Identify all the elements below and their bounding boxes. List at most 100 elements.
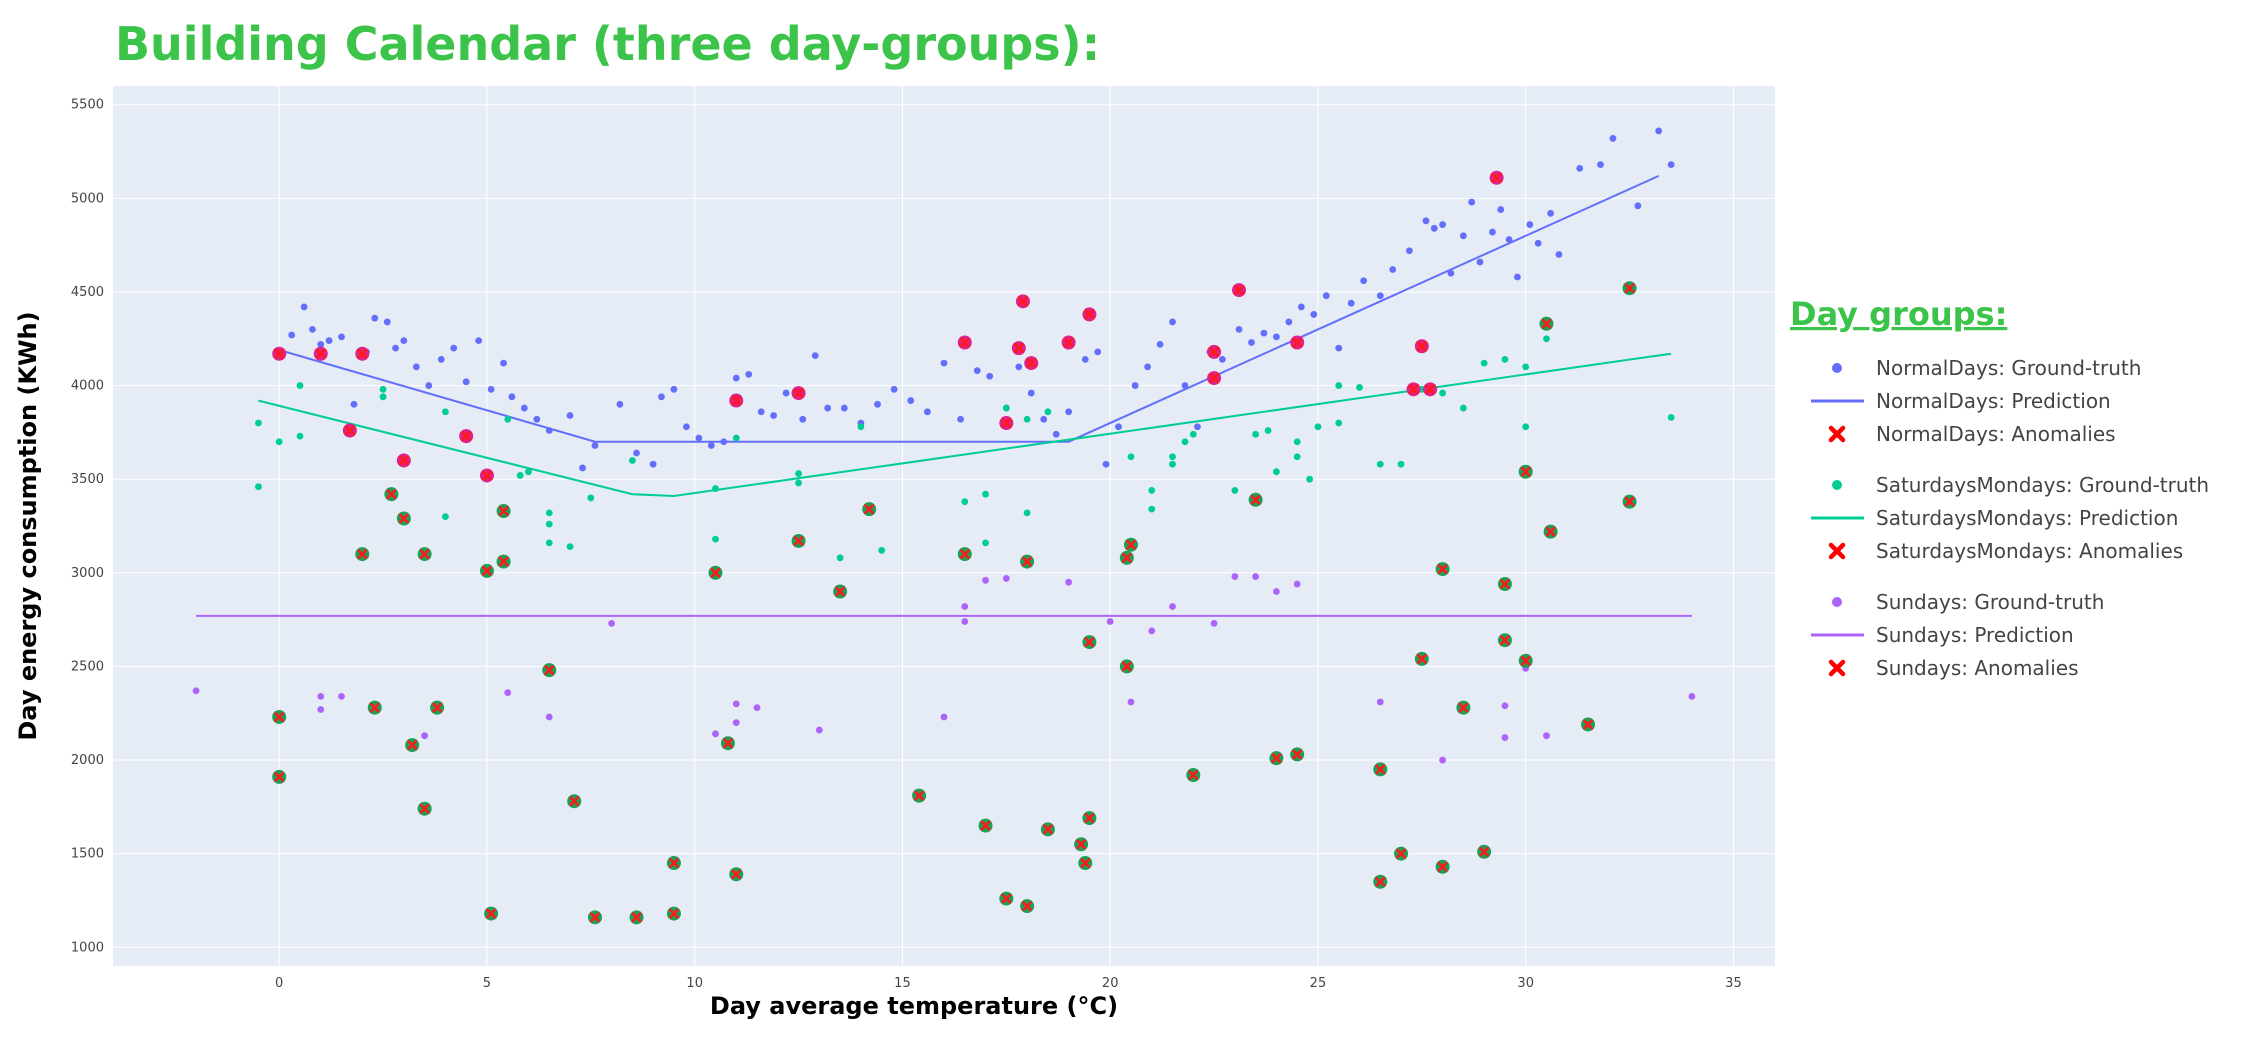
data-point [1052,430,1060,438]
anomaly-marker [1497,633,1512,648]
anomaly-marker [999,416,1014,431]
data-point [982,539,989,547]
x-tick-label: 30 [1517,976,1534,991]
prediction-line [278,174,1660,443]
data-point [1231,573,1239,580]
data-point [982,576,989,584]
anomaly-cross [1500,635,1510,646]
data-point [1169,460,1176,468]
anomaly-marker [708,565,723,580]
data-point [338,333,345,341]
data-point [475,337,483,345]
anomaly-marker [459,429,474,444]
data-point [1322,292,1330,300]
anomaly-cross [1545,526,1556,537]
anomaly-cross [1126,539,1136,550]
anomaly-marker [313,346,328,361]
data-point [757,408,765,416]
data-point [961,618,969,625]
data-point [961,603,969,610]
anomaly-marker [567,794,582,809]
anomaly-cross [1042,824,1053,835]
data-point [1218,355,1226,363]
anomaly-marker [587,910,602,925]
anomaly-cross [1001,893,1012,904]
anomaly-marker [1082,307,1097,322]
anomaly-cross [274,712,285,722]
anomaly-marker [484,906,499,921]
data-point [1194,423,1201,431]
data-points [192,127,1696,925]
data-point [1015,363,1023,371]
data-point [296,432,304,440]
anomaly-marker [1290,747,1305,762]
data-point [504,689,512,697]
anomaly-cross [1624,496,1635,507]
y-axis-title: Day energy consumption (KWh) [14,311,42,740]
anomaly-marker [496,504,511,519]
legend-item: NormalDays: Anomalies [1828,422,2116,446]
data-point [1285,318,1293,326]
anomaly-cross [357,549,368,559]
data-point [462,378,470,386]
data-point [1547,209,1555,217]
anomaly-cross [1018,296,1028,307]
prediction-lines [196,174,1692,617]
anomaly-cross [344,425,355,436]
data-point [707,442,715,449]
anomaly-cross [1063,337,1074,348]
anomaly-marker [978,818,993,833]
data-point [1148,505,1156,513]
data-point [1273,588,1280,595]
anomaly-marker [384,487,399,502]
data-point [317,706,325,713]
data-point [1505,236,1513,243]
anomaly-marker [1456,700,1471,715]
legend-label: NormalDays: Prediction [1876,389,2111,413]
anomaly-cross [959,549,970,559]
data-point [1439,756,1446,764]
anomaly-cross [1121,661,1132,672]
anomaly-marker [405,738,420,753]
data-point [1293,580,1301,588]
data-point [1065,408,1073,416]
data-point [1376,460,1384,468]
data-point [309,326,316,333]
data-point [1181,438,1189,446]
anomaly-cross [723,738,733,749]
data-point [782,389,790,397]
data-point [425,382,433,389]
anomaly-cross [1209,373,1219,383]
anomaly-marker [1435,859,1450,874]
data-point [1002,404,1010,412]
anomaly-cross [1022,556,1032,567]
x-axis-title: Day average temperature (°C) [710,992,1118,1020]
anomaly-cross [1520,655,1531,666]
anomaly-marker [791,533,806,548]
data-point [616,400,624,408]
data-point [815,726,823,734]
data-point [1459,404,1467,412]
data-point [940,359,948,367]
data-point [720,438,728,446]
anomaly-cross [1500,579,1510,589]
anomaly-marker [833,584,848,599]
data-point [1489,228,1496,236]
anomaly-cross [498,506,509,516]
data-point [1459,232,1467,240]
data-point [1273,468,1280,476]
anomaly-cross [569,796,580,807]
legend-cross-icon [1828,542,1846,560]
anomaly-marker [1040,822,1055,837]
anomaly-marker [1074,837,1089,852]
anomaly-marker [1082,811,1097,826]
anomaly-marker [1020,899,1035,914]
y-tick-label: 3000 [71,566,104,581]
anomaly-marker [720,736,735,751]
legend-label: Sundays: Anomalies [1876,656,2079,680]
data-point [1476,258,1484,266]
data-point [753,704,761,712]
anomaly-cross [1076,839,1087,850]
data-point [1497,206,1505,213]
data-point [442,408,449,416]
